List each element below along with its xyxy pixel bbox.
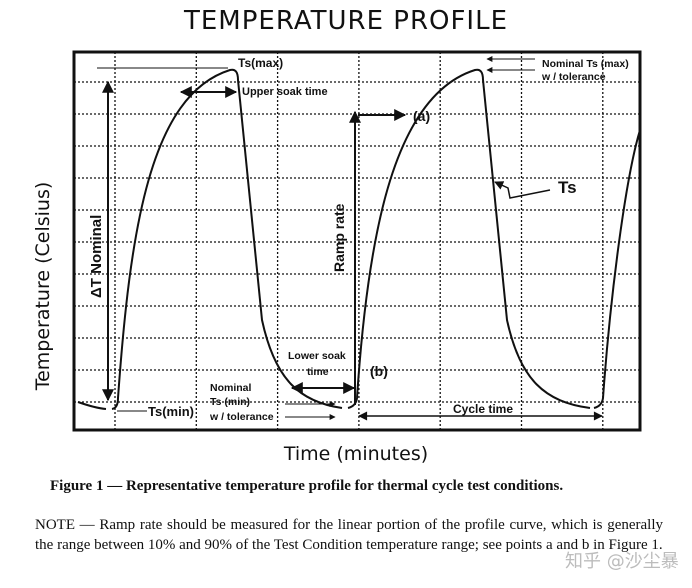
temperature-profile-diagram: Ts(max) Upper soak time ΔT Nominal Ramp … [72, 50, 642, 432]
nominal-ts-min-label-2: Ts (min) [210, 396, 250, 408]
ts-min-label: Ts(min) [148, 404, 194, 419]
ts-label: Ts [558, 178, 577, 197]
nominal-ts-min-label-3: w / tolerance [209, 411, 274, 423]
plot-frame [72, 50, 642, 432]
lower-soak-label-2: time [307, 366, 329, 378]
note-paragraph: NOTE — Ramp rate should be measured for … [35, 517, 663, 553]
figure-caption: Figure 1 — Representative temperature pr… [50, 478, 564, 494]
point-b-label: (b) [370, 363, 388, 379]
nominal-ts-min-label-1: Nominal [210, 382, 252, 394]
ts-max-label: Ts(max) [238, 56, 283, 70]
point-a-label: (a) [413, 108, 430, 124]
ts-pointer [494, 181, 551, 199]
nominal-ts-max-tolerance-label: w / tolerance [541, 71, 606, 83]
cycle-time-label: Cycle time [453, 402, 513, 416]
delta-t-label: ΔT Nominal [88, 215, 105, 298]
temperature-curve [77, 68, 641, 410]
nominal-ts-max-label: Nominal Ts (max) [542, 58, 629, 70]
grid-lines [74, 52, 640, 430]
watermark: 知乎 @沙尘暴 [565, 551, 679, 572]
x-axis-label: Time (minutes) [283, 443, 429, 465]
diagram-title: TEMPERATURE PROFILE [183, 6, 509, 36]
ramp-rate-label: Ramp rate [331, 203, 347, 272]
upper-soak-label: Upper soak time [242, 86, 328, 98]
lower-soak-label: Lower soak [288, 350, 346, 362]
